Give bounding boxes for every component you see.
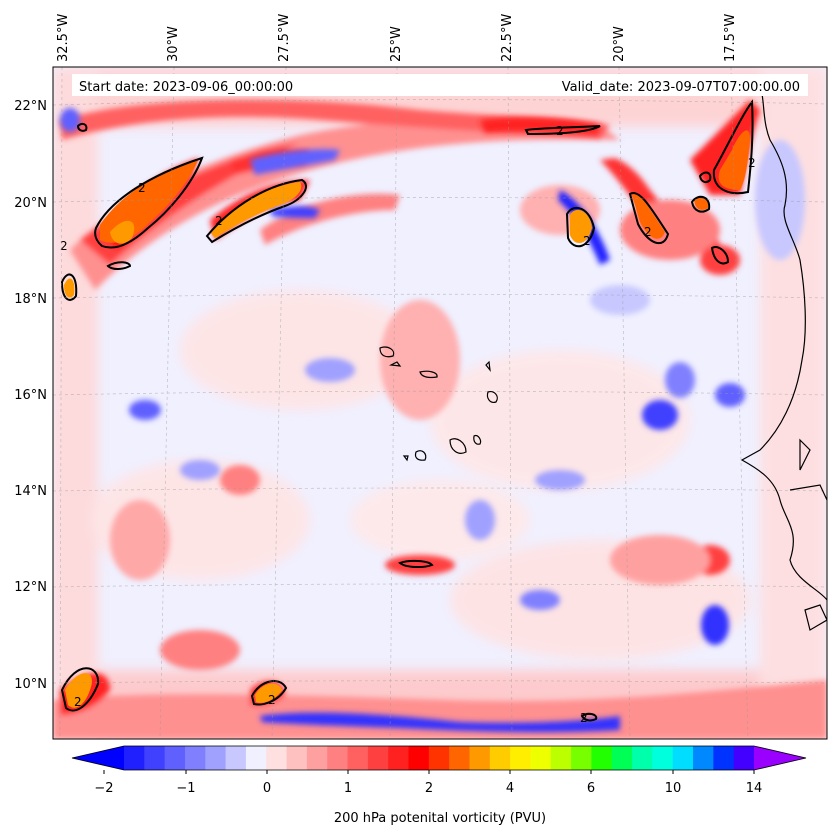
lat-label: 16°N xyxy=(14,388,47,403)
lat-label: 22°N xyxy=(14,99,47,114)
colorbar-tick-label: 4 xyxy=(506,781,514,796)
contour-label: 2 xyxy=(215,214,223,228)
contour-label: 2 xyxy=(580,711,588,725)
colorbar-swatch xyxy=(144,746,166,770)
colorbar-tick-label: 14 xyxy=(746,781,763,796)
colorbar-swatch xyxy=(205,746,227,770)
header-box xyxy=(72,74,808,96)
colorbar-swatch xyxy=(530,746,552,770)
contour-label: 2 xyxy=(60,239,68,253)
colorbar-swatch xyxy=(510,746,531,770)
colorbar-swatch xyxy=(408,746,430,770)
colorbar-swatch xyxy=(693,746,714,770)
map-frame xyxy=(52,66,828,740)
colorbar-swatch xyxy=(571,746,592,770)
contour-labels: 2 2 2 2 2 2 2 2 2 2 xyxy=(60,124,756,725)
colorbar-swatch xyxy=(632,746,653,770)
lat-label: 20°N xyxy=(14,196,47,211)
gridlines xyxy=(53,67,827,739)
lon-label: 32.5°W xyxy=(56,14,71,62)
longitude-labels: 32.5°W 30°W 27.5°W 25°W 22.5°W 20°W 17.5… xyxy=(56,14,738,62)
colorbar-swatch xyxy=(611,746,633,770)
colorbar-swatch xyxy=(713,746,735,770)
colorbar-swatch xyxy=(306,746,328,770)
colorbar-swatch xyxy=(225,746,247,770)
colorbar-swatch xyxy=(652,746,674,770)
colorbar-swatch xyxy=(286,746,308,770)
colorbar xyxy=(71,745,807,774)
contour-label: 2 xyxy=(74,695,82,709)
colorbar-swatch xyxy=(327,746,349,770)
contour-label: 2 xyxy=(748,156,756,170)
coastlines xyxy=(379,84,827,631)
colorbar-swatch xyxy=(449,746,470,770)
colorbar-swatch xyxy=(266,746,288,770)
colorbar-swatch xyxy=(367,746,389,770)
colorbar-swatch xyxy=(184,746,206,770)
colorbar-swatch xyxy=(124,746,145,770)
colorbar-tick-label: −1 xyxy=(176,781,195,796)
lon-label: 22.5°W xyxy=(500,14,515,62)
colorbar-tick-label: 1 xyxy=(344,781,352,796)
lat-label: 10°N xyxy=(14,677,47,692)
latitude-labels: 22°N 20°N 18°N 16°N 14°N 12°N 10°N xyxy=(14,99,47,692)
colorbar-tick-label: 6 xyxy=(587,781,595,796)
contour-label: 2 xyxy=(268,693,276,707)
colorbar-swatch xyxy=(591,746,613,770)
contour-label: 2 xyxy=(138,181,146,195)
colorbar-tick-label: 2 xyxy=(425,781,433,796)
colorbar-tick-label: 10 xyxy=(665,781,682,796)
colorbar-swatch xyxy=(245,746,267,770)
contour-label: 2 xyxy=(583,234,591,248)
colorbar-swatch xyxy=(489,746,511,770)
lat-label: 18°N xyxy=(14,292,47,307)
lon-label: 17.5°W xyxy=(723,14,738,62)
lon-label: 27.5°W xyxy=(277,14,292,62)
colorbar-extend-min xyxy=(72,746,124,770)
contour-label: 2 xyxy=(644,225,652,239)
colorbar-extend-max xyxy=(754,746,806,770)
valid-date-label: Valid_date: 2023-09-07T07:00:00.00 xyxy=(562,80,800,95)
lon-label: 20°W xyxy=(612,26,627,62)
colorbar-swatch xyxy=(428,746,450,770)
colorbar-ticks: −2 −1 0 1 2 4 6 10 14 xyxy=(94,781,762,796)
colorbar-outline xyxy=(71,745,807,771)
colorbar-swatch xyxy=(164,746,186,770)
colorbar-swatch xyxy=(672,746,694,770)
colorbar-swatch xyxy=(733,746,755,770)
colorbar-tick-label: 0 xyxy=(263,781,271,796)
lat-label: 12°N xyxy=(14,580,47,595)
colorbar-tick-label: −2 xyxy=(94,781,113,796)
contour-label: 2 xyxy=(556,124,564,138)
colorbar-swatch xyxy=(347,746,369,770)
start-date-label: Start date: 2023-09-06_00:00:00 xyxy=(79,80,293,95)
colorbar-swatch xyxy=(469,746,491,770)
lon-label: 25°W xyxy=(389,26,404,62)
colorbar-swatch xyxy=(388,746,410,770)
map-area: 2 2 2 2 2 2 2 2 2 2 xyxy=(52,66,828,740)
colorbar-label: 200 hPa potenital vorticity (PVU) xyxy=(334,811,546,826)
lon-label: 30°W xyxy=(166,26,181,62)
lat-label: 14°N xyxy=(14,484,47,499)
colorbar-swatch xyxy=(550,746,572,770)
